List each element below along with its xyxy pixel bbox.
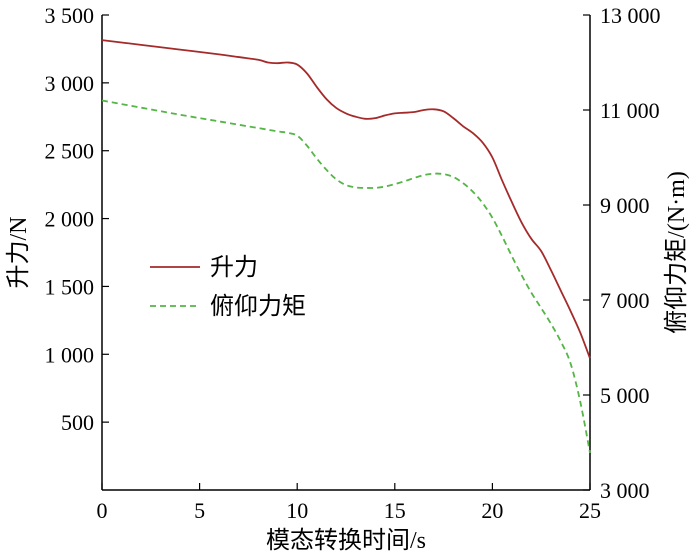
y-left-tick-label: 1 500 — [45, 274, 95, 299]
y-left-axis: 500 1 000 1 500 2 000 2 500 3 000 3 500 — [45, 3, 109, 435]
plot-frame — [101, 15, 591, 491]
x-tick-label: 15 — [384, 498, 406, 523]
y-left-tick-label: 500 — [61, 410, 94, 435]
y-left-tick-label: 3 000 — [45, 71, 95, 96]
y-right-tick-label: 5 000 — [600, 383, 650, 408]
y-right-tick-label: 9 000 — [600, 193, 650, 218]
y-right-tick-label: 7 000 — [600, 288, 650, 313]
y-right-tick-label: 13 000 — [600, 3, 661, 28]
x-axis: 0 5 10 15 20 25 — [97, 483, 601, 523]
y-left-tick-label: 2 000 — [45, 207, 95, 232]
y-left-tick-label: 2 500 — [45, 139, 95, 164]
series-layer — [101, 39, 591, 454]
x-tick-label: 10 — [286, 498, 308, 523]
y-left-axis-title: 升力/N — [5, 217, 32, 289]
y-left-tick-label: 1 000 — [45, 342, 95, 367]
x-tick-label: 0 — [97, 498, 108, 523]
x-tick-label: 20 — [481, 498, 503, 523]
legend-pitch-moment-label: 俯仰力矩 — [210, 293, 306, 320]
y-right-axis-title: 俯仰力矩/(N·m) — [663, 171, 690, 334]
y-left-tick-label: 3 500 — [45, 3, 95, 28]
lift-series-line — [101, 39, 591, 359]
legend-lift-label: 升力 — [210, 254, 258, 281]
y-right-axis: 3 000 5 000 7 000 9 000 11 000 13 000 — [583, 3, 661, 503]
x-axis-title: 模态转换时间/s — [266, 527, 426, 554]
x-tick-label: 25 — [579, 498, 601, 523]
x-tick-label: 5 — [194, 498, 205, 523]
y-right-tick-label: 3 000 — [600, 478, 650, 503]
pitch-moment-series-line — [101, 99, 591, 454]
y-right-tick-label: 11 000 — [600, 98, 660, 123]
